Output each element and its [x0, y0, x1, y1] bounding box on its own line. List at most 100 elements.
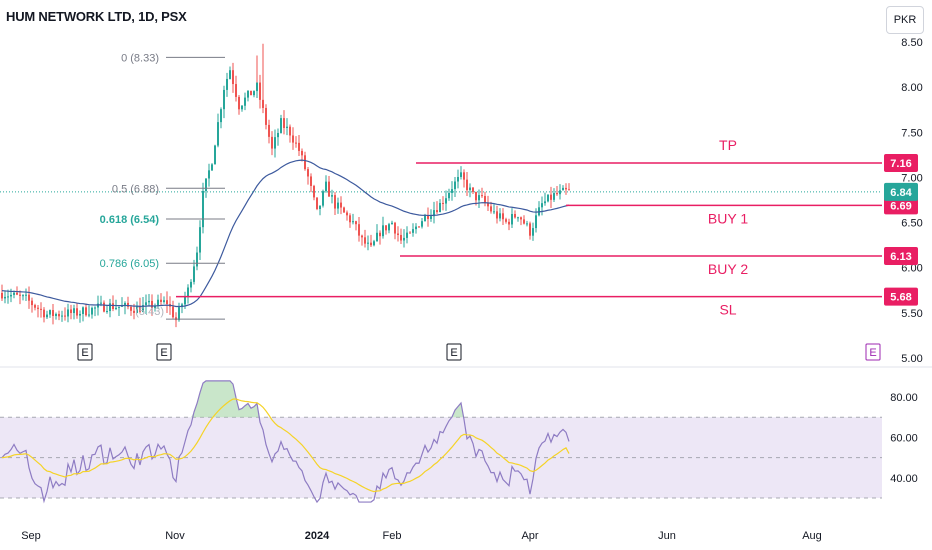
candle-body: [535, 215, 537, 229]
candle-body: [451, 189, 453, 193]
price-axis-label: 8.00: [901, 82, 922, 94]
candle-body: [163, 300, 165, 302]
candle-body: [532, 228, 534, 236]
candle-body: [427, 215, 429, 219]
candle-body: [442, 202, 444, 204]
candle-body: [253, 91, 255, 96]
candle-body: [25, 294, 27, 296]
candle-body: [133, 310, 135, 313]
level-price-tag: 6.13: [884, 246, 918, 265]
candle-body: [331, 195, 333, 197]
rsi-pane[interactable]: 80.00 60.00 40.00: [0, 380, 918, 504]
candle-body: [178, 307, 180, 321]
candle-body: [295, 142, 297, 144]
candle-body: [340, 202, 342, 208]
candle-body: [238, 96, 240, 110]
candle-body: [499, 213, 501, 219]
candle-body: [82, 307, 84, 314]
candle-body: [376, 232, 378, 242]
candle-body: [493, 211, 495, 213]
candle-body: [418, 226, 420, 228]
level-price-tag-text: 6.69: [890, 200, 911, 212]
candle-body: [394, 222, 396, 234]
candle-body: [229, 70, 231, 79]
candle-body: [157, 299, 159, 306]
candle-body: [208, 170, 210, 179]
candle-body: [367, 242, 369, 244]
candle-body: [562, 187, 564, 191]
earnings-marker-box[interactable]: [156, 343, 172, 361]
earnings-marker-box[interactable]: [446, 343, 462, 361]
candle-body: [310, 176, 312, 186]
candle-body: [469, 187, 471, 191]
time-axis-label: Apr: [521, 530, 538, 542]
candle-body: [445, 198, 447, 204]
candle-body: [67, 309, 69, 317]
candle-body: [184, 296, 186, 305]
candle-body: [88, 314, 90, 316]
candle-body: [199, 227, 201, 253]
candle-body: [352, 221, 354, 223]
candle-body: [97, 303, 99, 308]
candle-body: [94, 307, 96, 309]
price-pane[interactable]: 8.50 8.00 7.50 7.00 6.50 6.00 5.50 5.00 0 (8.33)…: [0, 37, 923, 365]
candle-body: [454, 181, 456, 190]
level-label: TP: [719, 137, 737, 153]
candle-body: [292, 135, 294, 143]
candle-body: [337, 202, 339, 209]
earnings-marker-box[interactable]: [77, 343, 93, 361]
candle-body: [139, 306, 141, 312]
candle-body: [151, 300, 153, 308]
candle-body: [265, 107, 267, 125]
candle-body: [289, 126, 291, 136]
candle-body: [142, 305, 144, 312]
candle-body: [118, 306, 120, 308]
candle-body: [355, 221, 357, 225]
candle-body: [364, 237, 366, 244]
candle-body: [130, 306, 132, 311]
candle-body: [460, 172, 462, 177]
candle-body: [115, 307, 117, 310]
candle-body: [430, 216, 432, 219]
candle-body: [235, 84, 237, 97]
candle-body: [319, 205, 321, 209]
candle-body: [559, 190, 561, 195]
candle-body: [406, 232, 408, 238]
candle-body: [307, 169, 309, 177]
rsi-axis-label: 60.00: [890, 432, 918, 444]
candle-body: [148, 300, 150, 303]
candle-body: [436, 210, 438, 213]
candle-body: [502, 213, 504, 220]
candle-body: [334, 195, 336, 209]
candle-body: [496, 211, 498, 219]
candle-body: [277, 132, 279, 138]
level-price-tag: 6.69: [884, 196, 918, 215]
candle-body: [439, 202, 441, 213]
candle-body: [70, 309, 72, 314]
earnings-marker-box[interactable]: [865, 343, 881, 361]
candle-body: [16, 292, 18, 295]
rsi-ma-line: [1, 398, 570, 493]
price-axis-label: 7.00: [901, 172, 922, 184]
candle-body: [160, 299, 162, 302]
fib-level-label: 0.5 (6.88): [112, 183, 159, 195]
candle-body: [457, 176, 459, 182]
candle-body: [322, 191, 324, 206]
candle-body: [481, 195, 483, 197]
candle-body: [421, 221, 423, 227]
candle-body: [211, 164, 213, 171]
price-axis-label: 7.50: [901, 127, 922, 139]
candle-body: [409, 232, 411, 234]
currency-button[interactable]: PKR: [886, 6, 924, 34]
candle-body: [397, 233, 399, 235]
candle-body: [109, 303, 111, 312]
candle-body: [79, 313, 81, 316]
time-axis-label: Sep: [21, 530, 41, 542]
candle-body: [379, 232, 381, 237]
candle-body: [484, 196, 486, 203]
time-axis-label: Feb: [383, 530, 402, 542]
time-axis[interactable]: Sep Nov 2024 Feb Apr Jun Aug: [21, 530, 822, 542]
candle-body: [466, 179, 468, 191]
